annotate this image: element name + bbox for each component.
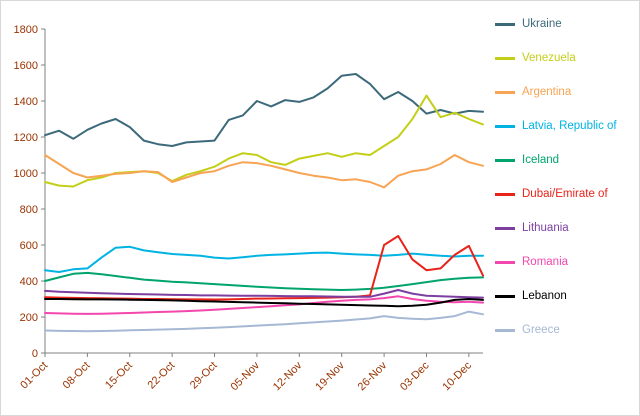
x-tick-label: 10-Dec: [440, 359, 474, 393]
legend-line-swatch-icon: [495, 329, 515, 332]
legend-label: Dubai/Emirate of: [522, 188, 608, 200]
x-tick-label: 26-Nov: [356, 359, 390, 393]
y-tick-label: 0: [32, 348, 38, 360]
legend-label: Venezuela: [522, 52, 576, 64]
series-line-iceland: [44, 271, 484, 291]
legend-item-romania: Romania: [493, 255, 637, 289]
series-line-dubai-emirate-of: [44, 235, 484, 301]
legend-label: Romania: [522, 256, 569, 268]
legend-item-ukraine: Ukraine: [493, 17, 637, 51]
legend-line-swatch-icon: [495, 125, 515, 128]
legend-label: Latvia, Republic of: [522, 120, 617, 132]
y-tick-label: 1200: [14, 132, 38, 144]
y-tick-label: 200: [20, 312, 38, 324]
y-tick-label: 800: [20, 204, 38, 216]
series-line-greece: [44, 310, 484, 333]
series-line-argentina: [44, 154, 484, 189]
legend-label: Iceland: [522, 154, 560, 166]
legend-line-swatch-icon: [495, 57, 515, 60]
legend-item-iceland: Iceland: [493, 153, 637, 187]
series-line-venezuela: [44, 94, 484, 188]
x-tick-label: 01-Oct: [18, 360, 50, 392]
x-tick-label: 15-Oct: [103, 360, 135, 392]
x-tick-label: 29-Oct: [188, 360, 220, 392]
legend-line-swatch-icon: [495, 159, 515, 162]
legend-label: Lebanon: [522, 290, 567, 302]
legend-line-swatch-icon: [495, 23, 515, 26]
legend-label: Argentina: [522, 86, 572, 98]
legend-item-argentina: Argentina: [493, 85, 637, 119]
line-chart-canvas: 0 200 400 600 800 1000 1200 1400 1600 1800 01-Oct 0…: [14, 24, 484, 393]
x-tick-label: 03-Dec: [398, 359, 432, 393]
legend-label: Greece: [522, 324, 560, 336]
legend-line-swatch-icon: [495, 295, 515, 298]
plot-area: 0 200 400 600 800 1000 1200 1400 1600 1800 01-Oct 0…: [1, 1, 489, 415]
legend-line-swatch-icon: [495, 227, 515, 230]
legend-item-lithuania: Lithuania: [493, 221, 637, 255]
y-tick-label: 1400: [14, 96, 38, 108]
y-tick-label: 1800: [14, 24, 38, 36]
chart-legend: Ukraine Venezuela Argentina Latvia, Republi…: [489, 1, 639, 415]
legend-line-swatch-icon: [495, 91, 515, 94]
legend-label: Ukraine: [522, 18, 562, 30]
series-line-romania: [44, 295, 484, 315]
x-tick-label: 08-Oct: [61, 360, 93, 392]
legend-item-venezuela: Venezuela: [493, 51, 637, 85]
axes: [44, 29, 483, 354]
series-line-lebanon: [44, 298, 484, 308]
series-line-lithuania: [44, 289, 484, 299]
series-line-latvia-republic-of: [44, 245, 484, 273]
legend-item-dubai-emirate-of: Dubai/Emirate of: [493, 187, 637, 221]
x-tick-label: 12-Nov: [271, 359, 305, 393]
y-tick-label: 400: [20, 276, 38, 288]
legend-line-swatch-icon: [495, 261, 515, 264]
x-tick-label: 22-Oct: [145, 360, 177, 392]
legend-label: Lithuania: [522, 222, 569, 234]
x-tick-label: 19-Nov: [313, 359, 347, 393]
legend-item-latvia-republic-of: Latvia, Republic of: [493, 119, 637, 153]
x-tick-label: 05-Nov: [228, 359, 262, 393]
legend-item-lebanon: Lebanon: [493, 289, 637, 323]
y-tick-label: 600: [20, 240, 38, 252]
series-line-ukraine: [44, 73, 484, 147]
legend-line-swatch-icon: [495, 193, 515, 196]
y-tick-label: 1600: [14, 60, 38, 72]
y-tick-label: 1000: [14, 168, 38, 180]
legend-item-greece: Greece: [493, 323, 637, 357]
